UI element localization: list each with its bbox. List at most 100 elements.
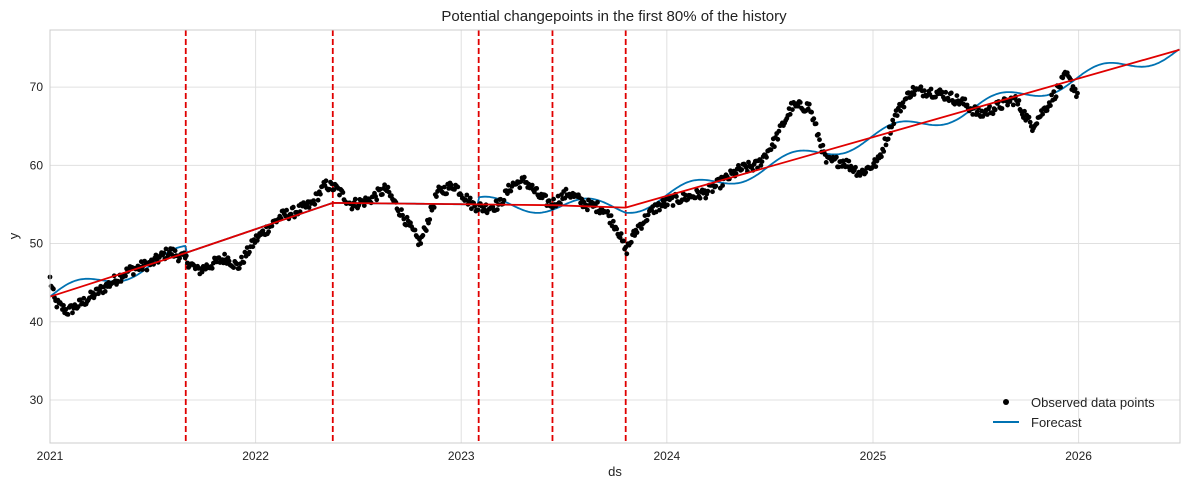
observed-point [54,304,60,310]
observed-point [65,312,71,317]
observed-point [974,109,980,115]
observed-point [427,217,433,222]
observed-point [412,227,418,233]
observed-point [999,106,1005,111]
observed-point [797,100,803,105]
observed-point [408,220,413,226]
observed-point [908,94,914,100]
observed-point [820,142,826,148]
observed-point [254,238,260,243]
observed-point [464,192,470,198]
observed-point [1051,89,1057,94]
observed-point [881,149,887,154]
observed-point [380,192,385,197]
observed-point [340,190,346,195]
observed-point [1034,121,1040,126]
observed-point [621,238,626,244]
observed-point [306,205,312,210]
observed-point [918,84,924,90]
observed-point [817,137,822,143]
observed-point [441,184,447,190]
observed-point [247,249,252,255]
observed-point [595,199,600,205]
observed-point [644,217,650,223]
observed-point [455,184,461,190]
x-tick-label: 2025 [860,449,887,463]
observed-point [713,183,719,189]
observed-point [231,265,237,270]
observed-point [423,228,429,234]
observed-point [624,251,630,257]
observed-point [551,196,556,202]
observed-point [776,128,782,134]
y-tick-label: 30 [30,393,44,407]
observed-point [446,186,452,191]
observed-point [894,113,900,118]
x-tick-label: 2023 [448,449,475,463]
observed-point [337,192,342,198]
observed-point [739,167,745,173]
observed-point [1053,94,1059,100]
observed-point [418,241,424,246]
observed-point [885,136,891,142]
observed-point [790,107,795,112]
observed-point [617,235,623,241]
observed-point [628,239,634,245]
observed-point [1016,98,1022,103]
grid-lines [49,30,1180,443]
observed-point [990,111,996,117]
y-tick-labels: 30 40 50 60 70 [30,80,44,407]
observed-point [1058,84,1063,90]
observed-point [846,158,852,164]
observed-point [618,231,624,237]
observed-point [431,205,437,210]
observed-point [1007,99,1013,104]
observed-point [467,195,473,201]
observed-point [585,207,590,213]
observed-point [939,89,945,95]
plot-frame [49,29,1181,444]
observed-point [703,195,709,201]
observed-point [529,182,535,188]
observed-point [448,182,454,188]
x-tick-label: 2024 [653,449,680,463]
observed-point [290,204,296,210]
legend-observed-label: Observed data points [1031,395,1155,410]
observed-point [610,218,616,224]
observed-point [508,188,514,194]
observed-point [153,252,159,258]
chart-title: Potential changepoints in the first 80% … [441,8,787,25]
observed-point [239,254,244,260]
observed-point [1010,102,1016,108]
observed-point [404,214,410,220]
observed-point [562,195,568,201]
observed-point [1048,103,1053,108]
observed-series [47,69,1080,317]
observed-point [948,90,954,96]
observed-point [670,203,676,208]
observed-point [890,117,896,123]
observed-point [331,187,337,193]
observed-point [546,198,552,204]
y-tick-label: 70 [30,80,44,94]
observed-point [873,164,879,170]
observed-point [705,188,711,194]
observed-point [906,90,911,96]
observed-point [645,212,651,218]
x-tick-labels: 2021 2022 2023 2024 2025 2026 [37,449,1093,463]
observed-point [813,121,819,127]
observed-point [775,136,781,142]
observed-point [901,104,907,110]
observed-point [1060,75,1066,81]
y-tick-label: 50 [30,237,44,251]
observed-point [163,246,169,252]
observed-point [444,191,449,197]
observed-point [374,197,380,203]
observed-point [97,288,102,293]
observed-point [161,250,167,256]
observed-point [806,101,812,107]
observed-point [720,183,725,188]
observed-point [102,289,108,294]
observed-point [315,197,321,203]
